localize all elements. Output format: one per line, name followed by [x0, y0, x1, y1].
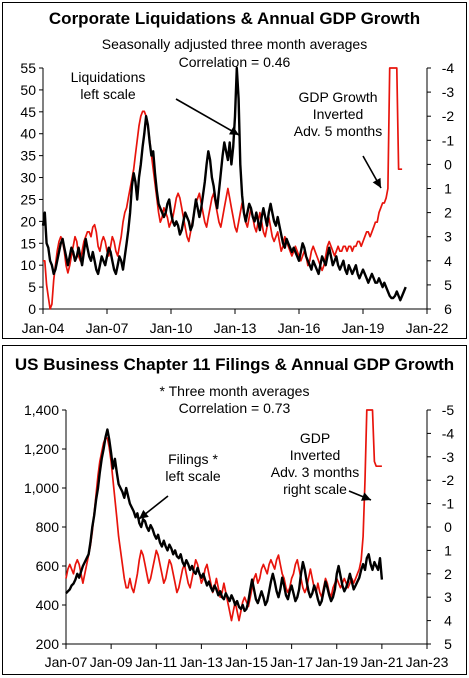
- annotation-line: Filings *: [168, 451, 218, 467]
- y-left-tick-label: 30: [20, 170, 36, 186]
- y-right-tick-label: 1: [444, 181, 452, 197]
- y-right-tick-label: 0: [444, 519, 452, 535]
- x-tick-label: Jan-16: [278, 320, 321, 336]
- annotation-text: Liquidations left scale: [71, 69, 146, 102]
- correlation-label: Correlation = 0.46: [178, 54, 291, 70]
- chart-subtitle: * Three month averages: [159, 383, 310, 399]
- annotation-text: GDP Growth Inverted Adv. 5 months: [294, 89, 382, 139]
- x-tick-label: Jan-07: [86, 320, 129, 336]
- y-right-tick-label: -5: [442, 402, 455, 418]
- x-tick-label: Jan-10: [150, 320, 193, 336]
- y-left-tick-label: 25: [20, 191, 36, 207]
- y-right-tick-label: -1: [442, 496, 455, 512]
- y-right-tick-label: -3: [442, 84, 455, 100]
- x-tick-label: Jan-15: [225, 654, 268, 670]
- y-right-tick-label: 4: [444, 613, 452, 629]
- y-left-tick-label: 1,000: [24, 480, 59, 496]
- annotation-line: Inverted: [313, 106, 364, 122]
- x-tick-label: Jan-22: [406, 320, 449, 336]
- y-left-tick-label: 55: [20, 60, 36, 76]
- annotation-text: GDP Inverted Adv. 3 months right scale: [271, 430, 359, 497]
- y-left-tick-label: 0: [28, 301, 36, 317]
- y-right-tick-label: 6: [444, 301, 452, 317]
- x-tick-label: Jan-19: [342, 320, 385, 336]
- x-tick-label: Jan-23: [406, 654, 449, 670]
- x-tick-label: Jan-09: [90, 654, 133, 670]
- y-right-tick-label: 2: [444, 566, 452, 582]
- x-tick-label: Jan-17: [270, 654, 313, 670]
- x-tick-label: Jan-13: [214, 320, 257, 336]
- y-left-tick-label: 35: [20, 148, 36, 164]
- chart-panel-chapter11: US Business Chapter 11 Filings & Annual …: [2, 345, 467, 675]
- annotation-arrowhead: [372, 177, 381, 188]
- y-right-tick-label: -2: [442, 472, 455, 488]
- chart-title: US Business Chapter 11 Filings & Annual …: [14, 355, 455, 374]
- y-left-tick-label: 20: [20, 213, 36, 229]
- y-left-tick-label: 200: [36, 636, 60, 652]
- chart-plot-chapter11: 200 400 600 800 1,000 1,200 1,400 -5 -4 -3 -2 -1 0 1 2…: [24, 402, 455, 670]
- x-tick-label: Jan-07: [45, 654, 88, 670]
- annotation-line: Adv. 3 months: [271, 464, 359, 480]
- chart-title: Corporate Liquidations & Annual GDP Grow…: [48, 9, 421, 28]
- y-right-tick-label: -3: [442, 449, 455, 465]
- series-line-left: [41, 66, 407, 302]
- chart-subtitle: Seasonally adjusted three month averages: [101, 36, 368, 52]
- annotation-arrowhead: [139, 509, 149, 519]
- y-left-tick-label: 1,400: [24, 402, 59, 418]
- y-right-tick-label: 3: [444, 589, 452, 605]
- y-left-tick-label: 800: [36, 519, 60, 535]
- y-left-tick-label: 5: [28, 279, 36, 295]
- x-tick-label: Jan-13: [180, 654, 223, 670]
- y-right-tick-label: -2: [442, 108, 455, 124]
- y-right-tick-label: 0: [444, 156, 452, 172]
- correlation-label: Correlation = 0.73: [178, 400, 291, 416]
- y-left-tick-label: 45: [20, 104, 36, 120]
- annotation-line: left scale: [165, 468, 220, 484]
- annotation-arrowhead: [361, 492, 371, 501]
- y-left-tick-label: 1,200: [24, 441, 59, 457]
- y-left-tick-label: 15: [20, 235, 36, 251]
- y-right-tick-label: 5: [444, 277, 452, 293]
- y-left-tick-label: 400: [36, 597, 60, 613]
- annotation-line: Liquidations: [71, 69, 146, 85]
- x-tick-label: Jan-04: [22, 320, 65, 336]
- series-line-right: [43, 67, 403, 310]
- annotation-text: Filings * left scale: [165, 451, 220, 484]
- annotation-line: GDP: [300, 430, 330, 446]
- y-right-tick-label: 3: [444, 229, 452, 245]
- y-left-tick-label: 600: [36, 558, 60, 574]
- y-right-tick-label: 2: [444, 205, 452, 221]
- annotation-line: Inverted: [290, 447, 341, 463]
- y-right-tick-label: 1: [444, 542, 452, 558]
- x-tick-label: Jan-21: [360, 654, 403, 670]
- annotation-arrowhead: [229, 126, 239, 135]
- y-left-tick-label: 40: [20, 126, 36, 142]
- y-right-tick-label: 5: [444, 636, 452, 652]
- annotation-line: left scale: [80, 86, 135, 102]
- y-left-tick-label: 50: [20, 82, 36, 98]
- chart-panel-liquidations: Corporate Liquidations & Annual GDP Grow…: [2, 2, 467, 339]
- annotation-line: GDP Growth: [298, 89, 377, 105]
- y-right-tick-label: -4: [442, 425, 455, 441]
- series-line-left: [65, 428, 384, 613]
- annotation-arrow: [175, 98, 240, 136]
- y-right-tick-label: 4: [444, 253, 452, 269]
- y-left-tick-label: 10: [20, 257, 36, 273]
- annotation-line: Adv. 5 months: [294, 123, 382, 139]
- x-tick-label: Jan-19: [315, 654, 358, 670]
- y-right-tick-label: -4: [442, 60, 455, 76]
- x-tick-label: Jan-11: [135, 654, 177, 670]
- annotation-line: right scale: [283, 481, 347, 497]
- y-right-tick-label: -1: [442, 132, 455, 148]
